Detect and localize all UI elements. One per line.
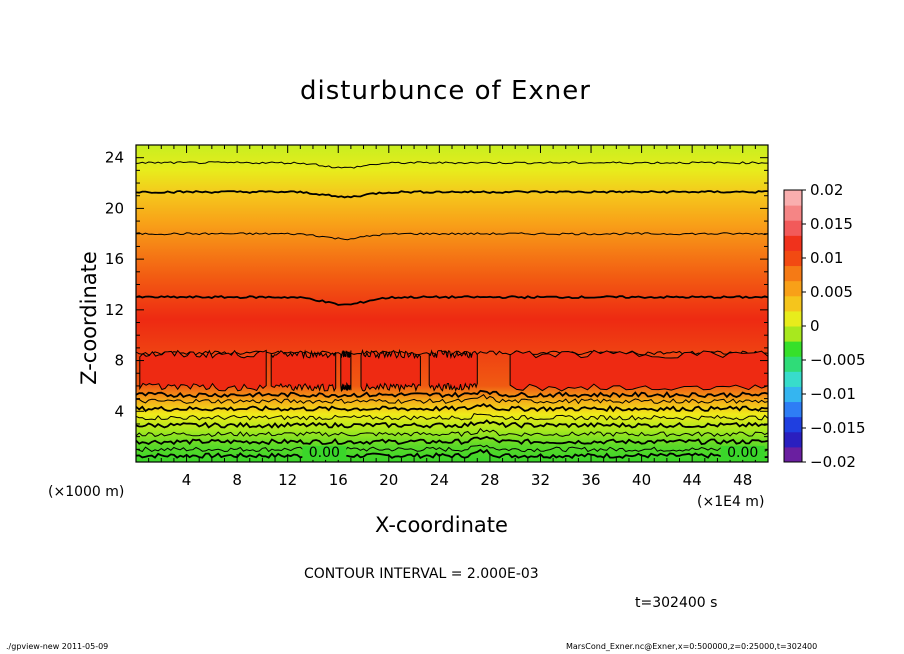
colorbar-swatch [784, 341, 802, 357]
colorbar-swatch [784, 326, 802, 342]
contour-line [135, 435, 769, 446]
x-axis-label: X-coordinate [375, 513, 508, 537]
plot-field [136, 145, 768, 462]
contour-cell [360, 348, 421, 393]
colorbar-swatch [784, 235, 802, 251]
contour-cells [139, 348, 769, 393]
contour-label-bg [720, 445, 765, 460]
colorbar-swatch [784, 386, 802, 403]
x-tick-label: 24 [430, 471, 449, 489]
footer-right: MarsCond_Exner.nc@Exner,x=0:500000,z=0:2… [566, 642, 818, 651]
y-tick-label: 24 [105, 149, 124, 167]
contour-cell [340, 349, 352, 393]
colorbar-label: 0.005 [810, 283, 853, 301]
contour-cell [428, 349, 478, 392]
x-tick-label: 48 [733, 471, 752, 489]
time-stamp: t=302400 s [635, 595, 718, 611]
y-tick-label: 4 [114, 402, 124, 420]
contour-cell [139, 349, 267, 392]
colorbar-label: −0.005 [810, 351, 866, 369]
y-tick-label: 16 [105, 250, 124, 268]
colorbar-swatch [784, 310, 802, 327]
colorbar-swatch [784, 295, 802, 312]
colorbar-label: 0 [810, 317, 820, 335]
contour-line [135, 295, 769, 306]
contour-line [135, 419, 769, 429]
colorbar-swatch [784, 446, 802, 463]
x-tick-label: 4 [182, 471, 192, 489]
colorbar-label: −0.015 [810, 419, 866, 437]
y-tick-label: 8 [114, 352, 124, 370]
colorbar-swatch [784, 431, 802, 448]
x-tick-label: 28 [480, 471, 499, 489]
x-tick-label: 36 [581, 471, 600, 489]
colorbar-swatch [784, 401, 802, 418]
y-axis-label: Z-coordinate [77, 251, 101, 385]
colorbar-swatch [784, 265, 802, 282]
contour-line [135, 232, 769, 241]
contour-line [135, 448, 769, 460]
footer-left: ./gpview-new 2011-05-09 [6, 642, 109, 651]
contour-labels: 0.00 0.00 [302, 445, 765, 461]
y-tick-label: 12 [105, 301, 124, 319]
x-tick-label: 32 [531, 471, 550, 489]
colorbar-swatch [784, 371, 802, 387]
colorbar-swatch [784, 416, 802, 433]
x-tick-label: 20 [379, 471, 398, 489]
contour-line [135, 444, 769, 453]
contour-line [135, 161, 768, 169]
x-tick-label: 8 [232, 471, 242, 489]
contour-line [135, 427, 769, 438]
colorbar-swatch [784, 205, 802, 221]
colorbar-swatch [784, 220, 802, 236]
contour-label: 0.00 [727, 445, 758, 461]
colorbar-swatch [784, 190, 802, 206]
y-axis: 4 8 12 16 20 24 [105, 149, 768, 450]
chart-title: disturbunce of Exner [300, 76, 591, 106]
x-unit-right: (×1E4 m) [697, 494, 764, 510]
colorbar-swatch [784, 280, 802, 297]
contour-line [135, 190, 768, 199]
colorbar-label: 0.01 [810, 249, 843, 267]
colorbar-swatch [784, 250, 802, 267]
contour-label: 0.00 [309, 445, 340, 461]
y-tick-label: 20 [105, 199, 124, 217]
x-axis: 4 8 12 16 20 24 28 32 36 40 44 48 [148, 145, 756, 489]
colorbar-label: 0.015 [810, 215, 853, 233]
colorbar: 0.02 0.015 0.01 0.005 0 −0.005 −0.01 −0.015 −0.0… [783, 181, 866, 471]
x-tick-label: 44 [683, 471, 702, 489]
contour-line [136, 394, 769, 405]
contour-line [135, 403, 769, 413]
colorbar-label: 0.02 [810, 181, 843, 199]
contour-cell [509, 349, 769, 392]
contour-line [135, 389, 769, 399]
contour-label-bg [302, 445, 347, 460]
x-tick-label: 12 [278, 471, 297, 489]
contour-cell [270, 349, 337, 393]
x-tick-label: 40 [632, 471, 651, 489]
colorbar-label: −0.01 [810, 385, 856, 403]
x-tick-label: 16 [329, 471, 348, 489]
contour-line [135, 413, 769, 421]
x-unit-left: (×1000 m) [48, 484, 124, 500]
colorbar-swatch [784, 356, 802, 372]
colorbar-label: −0.02 [810, 453, 856, 471]
contour-interval-note: CONTOUR INTERVAL = 2.000E-03 [304, 566, 539, 582]
